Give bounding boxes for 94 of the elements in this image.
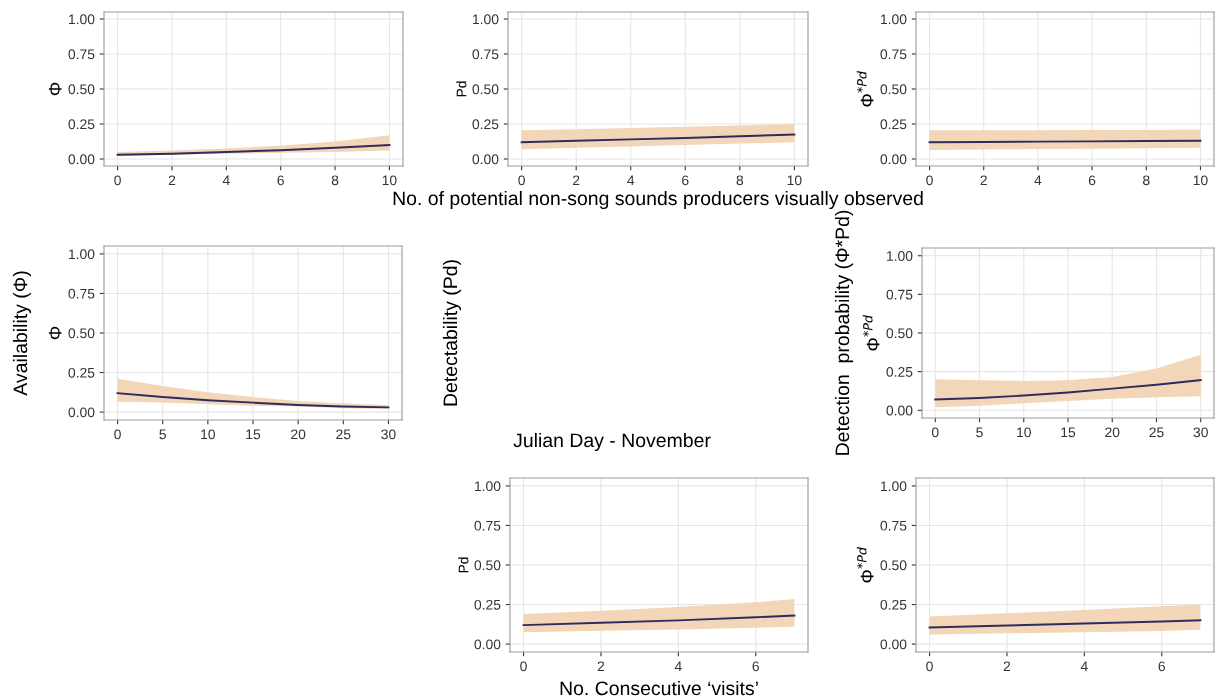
y-tick-label: 0.00 bbox=[886, 405, 913, 416]
x-tick-label: 25 bbox=[336, 429, 351, 440]
y-tick-label: 0.50 bbox=[880, 84, 907, 95]
y-tick-label: 0.00 bbox=[472, 154, 499, 165]
x-tick-label: 30 bbox=[381, 429, 396, 440]
y-tick-label: 0.50 bbox=[68, 84, 95, 95]
y-tick-label: 0.75 bbox=[474, 520, 501, 531]
y-tick-label: 0.50 bbox=[880, 560, 907, 571]
line-series bbox=[116, 144, 391, 156]
x-tick-label: 4 bbox=[627, 175, 635, 186]
line-series bbox=[522, 614, 796, 627]
y-tick-label: 0.25 bbox=[472, 119, 499, 130]
x-tick-label: 4 bbox=[1080, 661, 1088, 672]
text: Detection probability (Φ*Pd) bbox=[834, 210, 854, 455]
y-tick-label: 0.75 bbox=[68, 49, 95, 60]
y-tick-label: 0.50 bbox=[68, 328, 95, 339]
x-tick-label: 4 bbox=[674, 661, 682, 672]
text: Julian Day - November bbox=[513, 432, 711, 452]
y-axis-title: Φ$^{*Pd}$ bbox=[856, 547, 874, 583]
y-tick-label: 0.25 bbox=[880, 119, 907, 130]
y-tick-label: 0.50 bbox=[472, 84, 499, 95]
x-tick-label: 2 bbox=[1003, 661, 1011, 672]
x-tick-label: 25 bbox=[1149, 427, 1164, 438]
y-tick-label: 0.75 bbox=[880, 49, 907, 60]
y-tick-label: 0.75 bbox=[68, 288, 95, 299]
x-tick-label: 0 bbox=[114, 175, 121, 186]
y-tick-label: 1.00 bbox=[69, 249, 95, 260]
x-tick-label: 2 bbox=[597, 661, 605, 672]
y-tick-label: 0.00 bbox=[880, 154, 907, 165]
line-series bbox=[520, 133, 796, 144]
y-tick-label: 0.25 bbox=[68, 119, 95, 130]
y-tick-label: 1.00 bbox=[887, 251, 913, 261]
x-tick-label: 6 bbox=[752, 661, 760, 672]
x-tick-label: 30 bbox=[1193, 427, 1208, 438]
y-tick-label: 0.00 bbox=[68, 154, 95, 165]
y-tick-label: 0.75 bbox=[886, 289, 913, 300]
x-tick-label: 2 bbox=[573, 175, 580, 186]
y-tick-label: 1.00 bbox=[881, 14, 907, 25]
y-tick-label: 0.00 bbox=[474, 639, 501, 650]
y-tick-label: 0.00 bbox=[880, 639, 907, 650]
x-tick-label: 8 bbox=[331, 175, 339, 186]
x-tick-label: 6 bbox=[682, 175, 689, 186]
y-tick-label: 0.75 bbox=[472, 49, 499, 60]
y-axis-title: Φ bbox=[48, 82, 62, 96]
x-tick-label: 6 bbox=[277, 175, 284, 186]
x-tick-label: 0 bbox=[926, 661, 933, 672]
y-tick-label: 0.25 bbox=[68, 367, 95, 378]
x-tick-label: 4 bbox=[1034, 175, 1042, 186]
y-axis-title: Pd bbox=[456, 81, 467, 97]
text: Detectability (Pd) bbox=[442, 260, 462, 406]
y-tick-label: 1.00 bbox=[69, 14, 95, 25]
x-tick-label: 10 bbox=[1193, 175, 1208, 186]
y-axis-title: Φ$^{*Pd}$ bbox=[862, 315, 880, 351]
x-tick-label: 6 bbox=[1088, 175, 1096, 186]
x-tick-label: 15 bbox=[1061, 427, 1076, 438]
x-tick-label: 10 bbox=[1017, 427, 1031, 438]
y-axis-title: Pd bbox=[458, 557, 469, 573]
line-series bbox=[116, 392, 390, 409]
y-tick-label: 0.50 bbox=[886, 328, 913, 339]
x-tick-label: 10 bbox=[201, 429, 216, 440]
y-tick-label: 1.00 bbox=[881, 481, 907, 492]
x-tick-label: 10 bbox=[382, 175, 397, 186]
x-tick-label: 20 bbox=[1105, 427, 1120, 438]
y-tick-label: 0.50 bbox=[474, 560, 501, 571]
x-tick-label: 2 bbox=[980, 175, 987, 186]
y-tick-label: 0.75 bbox=[880, 520, 907, 531]
x-tick-label: 0 bbox=[926, 175, 933, 186]
x-tick-label: 20 bbox=[291, 429, 306, 440]
x-tick-label: 2 bbox=[168, 175, 176, 186]
y-tick-label: 0.25 bbox=[880, 599, 907, 610]
text: Availability (Φ) bbox=[12, 271, 32, 396]
x-tick-label: 8 bbox=[1143, 175, 1150, 186]
y-axis-title: Φ bbox=[48, 326, 62, 340]
y-axis-title: Φ$^{*Pd}$ bbox=[856, 71, 874, 107]
x-tick-label: 10 bbox=[787, 175, 802, 186]
y-tick-label: 0.25 bbox=[886, 366, 913, 377]
x-tick-label: 0 bbox=[931, 427, 939, 438]
x-tick-label: 15 bbox=[246, 429, 261, 440]
y-tick-label: 1.00 bbox=[473, 14, 499, 25]
line-series bbox=[928, 619, 1202, 629]
x-axis-title: No. of potential non-song sounds producers visually observed bbox=[393, 190, 923, 210]
x-tick-label: 0 bbox=[114, 429, 121, 440]
x-tick-label: 0 bbox=[518, 175, 525, 186]
x-tick-label: 5 bbox=[159, 429, 166, 440]
x-tick-label: 4 bbox=[222, 175, 230, 186]
line-series bbox=[934, 379, 1202, 401]
x-axis-title: No. Consecutive ‘visits’ bbox=[560, 680, 758, 696]
x-tick-label: 0 bbox=[520, 661, 527, 672]
y-tick-label: 0.25 bbox=[474, 599, 501, 610]
y-tick-label: 0.00 bbox=[68, 407, 95, 418]
y-tick-label: 1.00 bbox=[475, 481, 501, 492]
x-tick-label: 5 bbox=[976, 427, 983, 438]
x-tick-label: 6 bbox=[1158, 661, 1166, 672]
x-tick-label: 8 bbox=[736, 175, 744, 186]
